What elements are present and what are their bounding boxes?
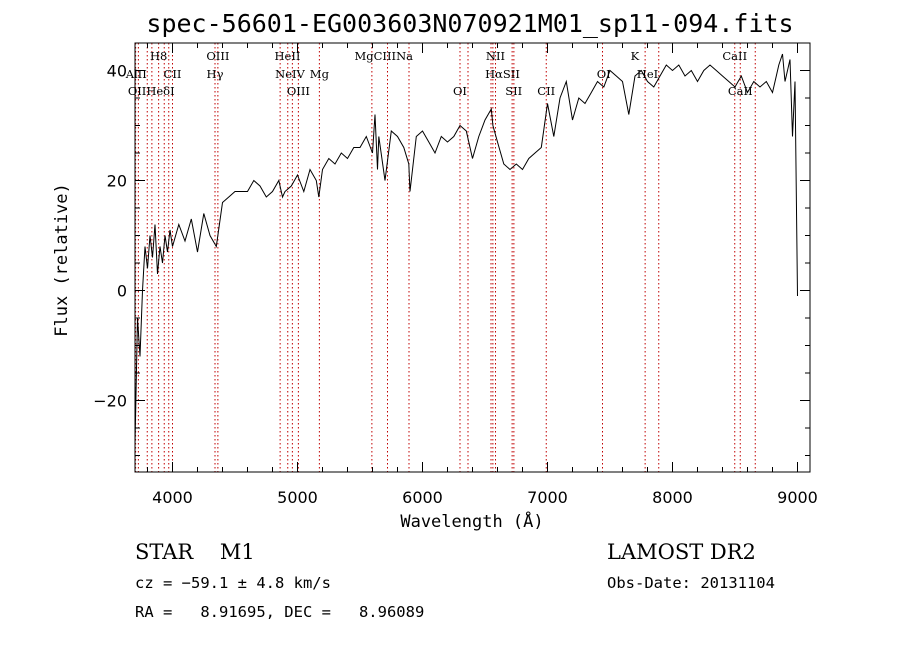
line-label: Hγ — [207, 67, 224, 81]
line-label: HeI — [637, 67, 658, 81]
line-label: H8 — [150, 49, 167, 63]
line-label: NeIV — [275, 67, 305, 81]
y-tick-label: 20 — [107, 172, 127, 191]
survey-name: LAMOST DR2 — [607, 540, 756, 564]
line-label: NII — [486, 49, 505, 63]
axis-ticks: 4000 5000 6000 7000 8000 9000 −20 0 20 40 — [93, 43, 818, 507]
line-label: OIII — [206, 49, 229, 63]
line-label: OI — [597, 67, 611, 81]
line-label: K — [631, 49, 640, 63]
x-tick-label: 7000 — [527, 488, 568, 507]
y-axis-label: Flux (relative) — [52, 183, 72, 337]
chart-title: spec-56601-EG003603N070921M01_sp11-094.f… — [146, 9, 793, 38]
line-label: AlII — [125, 67, 147, 81]
line-label: OI — [453, 84, 467, 98]
x-axis-label: Wavelength (Å) — [400, 510, 543, 532]
spectrum-line — [134, 53, 798, 445]
line-label: CaII — [722, 49, 747, 63]
object-class: STAR M1 — [135, 540, 255, 564]
redshift-velocity: cz = −59.1 ± 4.8 km/s — [135, 574, 331, 592]
x-tick-label: 9000 — [777, 488, 818, 507]
line-label: CaII — [728, 84, 753, 98]
line-label: SII — [505, 84, 522, 98]
emission-line-markers — [135, 43, 756, 472]
line-label: OIIHeδI — [128, 84, 175, 98]
y-tick-label: 40 — [107, 62, 127, 81]
line-label: OIII — [287, 84, 310, 98]
line-label: CII — [164, 67, 182, 81]
y-tick-label: 0 — [117, 282, 127, 301]
observation-date: Obs-Date: 20131104 — [607, 574, 775, 592]
line-label: Mg — [310, 67, 330, 81]
line-label: HeII — [275, 49, 301, 63]
x-tick-label: 4000 — [152, 488, 193, 507]
x-tick-label: 6000 — [402, 488, 443, 507]
x-tick-label: 5000 — [277, 488, 318, 507]
line-label: HαSII — [485, 67, 520, 81]
line-label: MgCIIINa — [355, 49, 414, 63]
line-label: CII — [537, 84, 555, 98]
y-tick-label: −20 — [93, 392, 127, 411]
plot-frame — [134, 42, 811, 473]
x-tick-label: 8000 — [652, 488, 693, 507]
coordinates: RA = 8.91695, DEC = 8.96089 — [135, 603, 425, 621]
